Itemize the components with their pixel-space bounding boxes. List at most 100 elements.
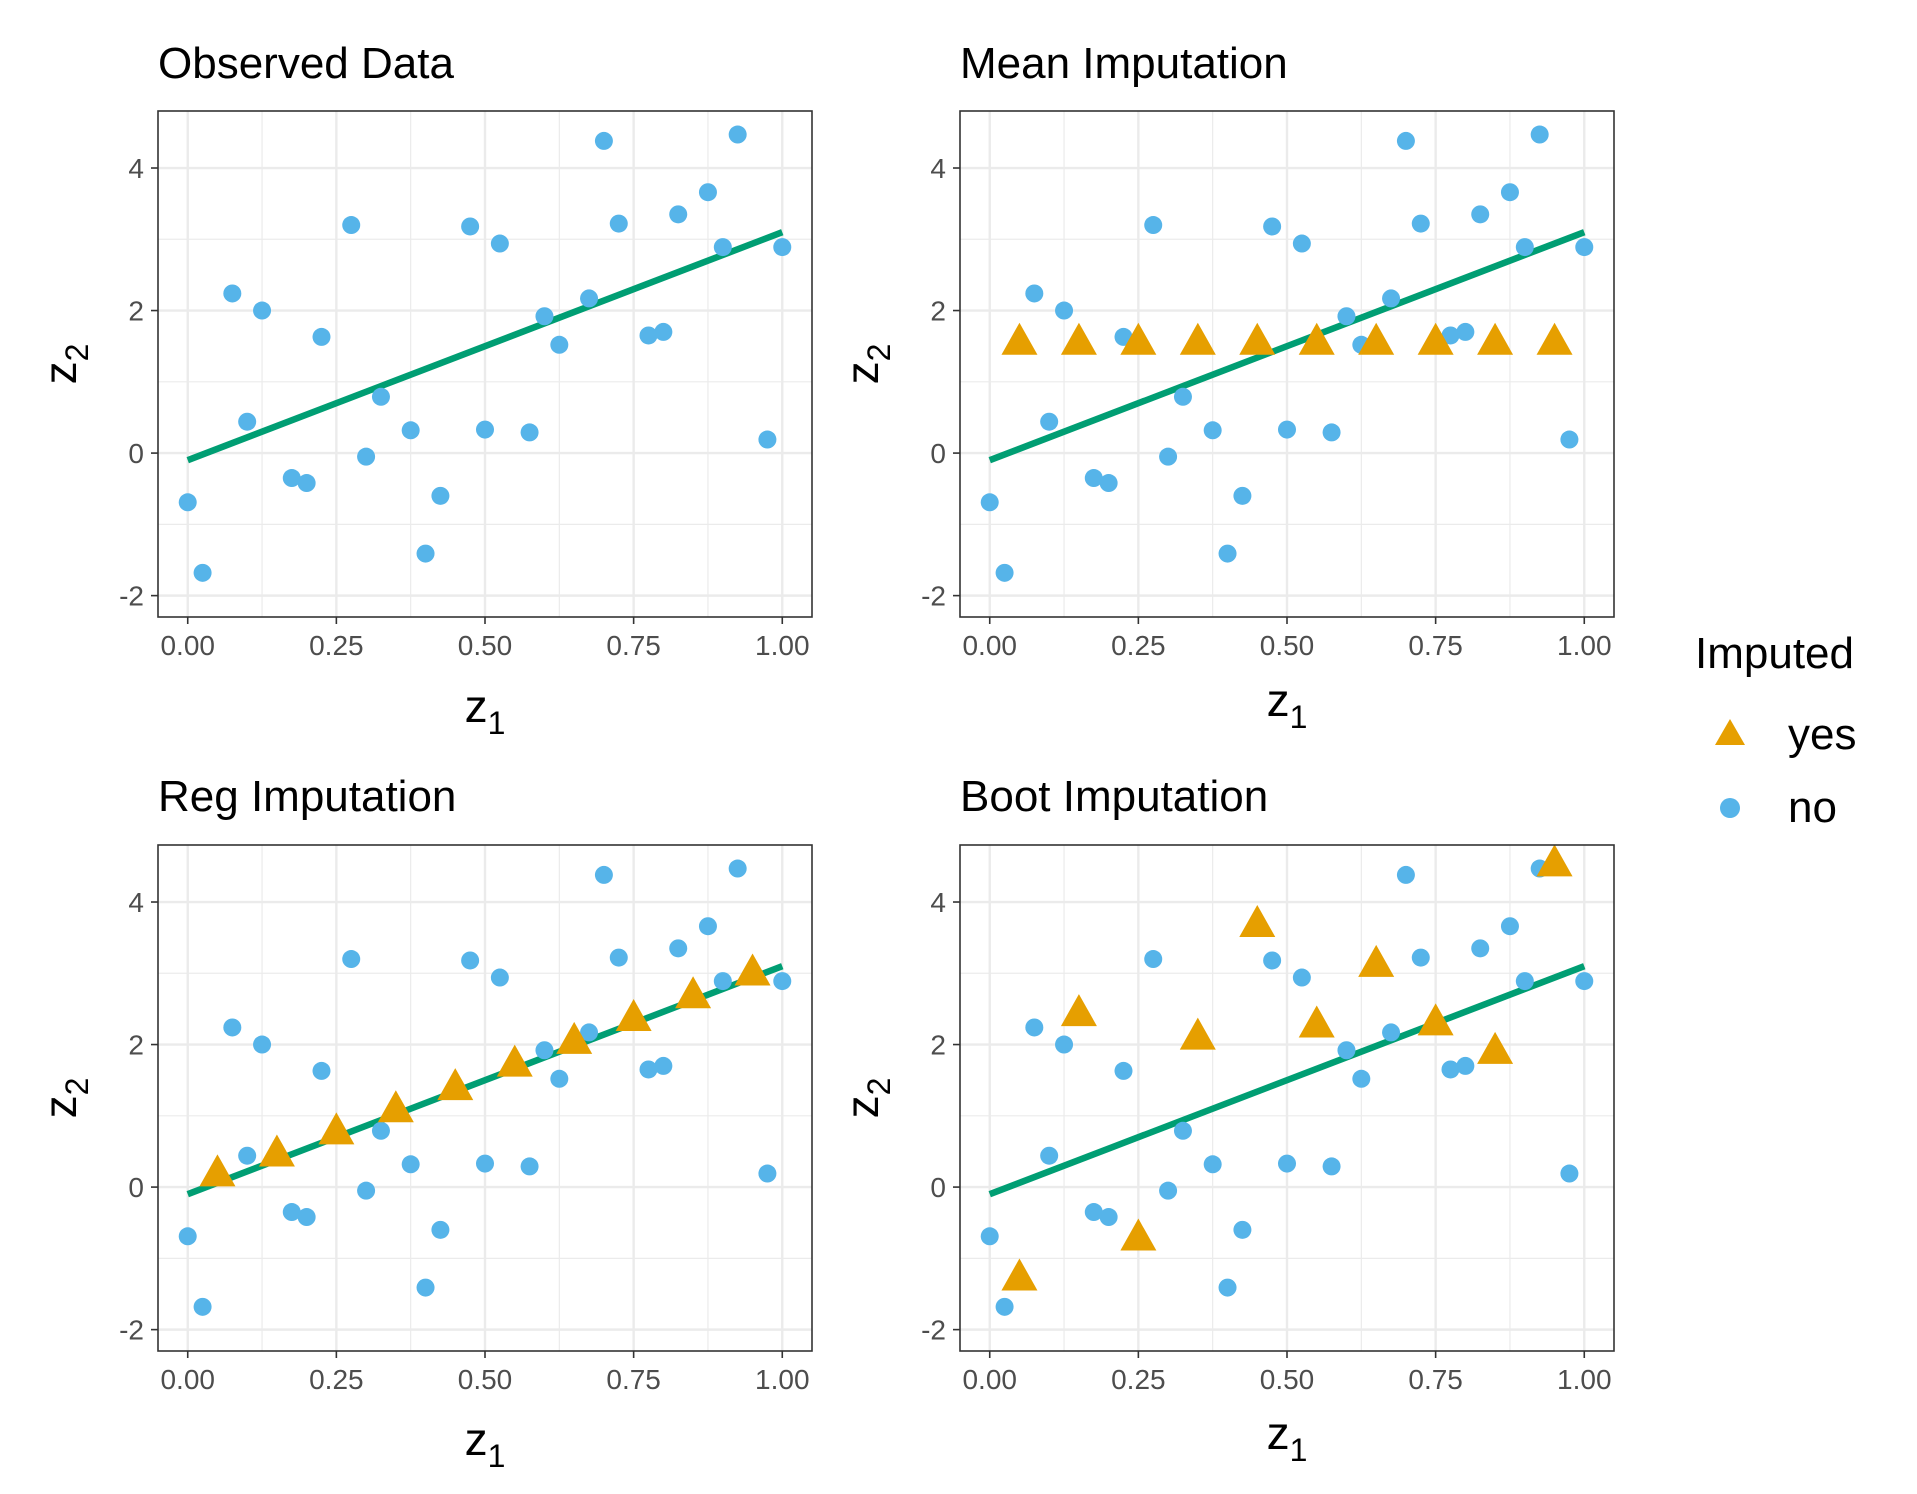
series-yes — [1001, 844, 1573, 1291]
data-point-observed — [1352, 1069, 1371, 1088]
data-point-observed — [1411, 948, 1430, 967]
data-point-observed — [594, 131, 613, 150]
y-tick-label: -2 — [119, 581, 144, 612]
legend-circle-icon — [1720, 798, 1740, 818]
data-point-observed — [490, 234, 509, 253]
data-point-observed — [1396, 865, 1415, 884]
data-point-observed — [1515, 972, 1534, 991]
data-point-observed — [371, 1121, 390, 1140]
data-point-observed — [253, 301, 272, 320]
data-point-observed — [416, 1278, 435, 1297]
grid — [158, 111, 812, 617]
x-axis-label: z1 — [465, 1413, 506, 1474]
data-point-observed — [773, 238, 792, 257]
fit-line — [988, 963, 1586, 1198]
x-tick-label: 1.00 — [1557, 630, 1612, 661]
panel-title: Observed Data — [158, 39, 454, 88]
y-tick-label: 4 — [128, 153, 144, 184]
data-point-observed — [535, 307, 554, 326]
data-point-observed — [698, 917, 717, 936]
legend-item-no: no — [1720, 783, 1837, 832]
x-tick-label: 0.00 — [962, 1364, 1017, 1395]
y-tick-label: 0 — [930, 1172, 946, 1203]
series-yes — [199, 953, 771, 1187]
data-point-observed — [1278, 420, 1296, 439]
x-axis-label: z1 — [465, 680, 506, 741]
y-tick-label: 4 — [930, 153, 946, 184]
data-point-imputed — [1179, 1017, 1216, 1050]
panel-2: 0.00 0.25 0.50 0.75 1.00 -2 0 2 4 Mean Imputation… — [836, 39, 1615, 735]
data-point-observed — [1500, 183, 1519, 202]
panel-1: 0.00 0.25 0.50 0.75 1.00 -2 0 2 4 Observed Data z1… — [34, 39, 813, 741]
data-point-observed — [609, 214, 628, 233]
x-tick-label: 0.00 — [962, 630, 1017, 661]
data-point-observed — [476, 420, 494, 439]
data-point-observed — [193, 1297, 212, 1316]
x-axis-label: z1 — [1267, 674, 1308, 735]
data-point-observed — [639, 1060, 658, 1079]
data-point-observed — [1322, 423, 1341, 442]
fit-line — [186, 229, 784, 464]
data-point-observed — [550, 335, 569, 354]
data-point-imputed — [1358, 944, 1395, 977]
data-point-observed — [1337, 1041, 1356, 1060]
data-point-imputed — [377, 1090, 414, 1123]
data-point-observed — [773, 972, 792, 991]
data-point-observed — [550, 1069, 569, 1088]
x-tick-label: 0.75 — [606, 630, 661, 661]
legend-item-yes: yes — [1715, 710, 1856, 759]
data-point-observed — [297, 1208, 316, 1227]
data-point-observed — [1203, 1155, 1222, 1174]
data-point-observed — [1099, 1208, 1118, 1227]
series-no — [178, 859, 792, 1316]
x-tick-label: 0.50 — [458, 630, 513, 661]
data-point-observed — [713, 972, 732, 991]
data-point-observed — [1263, 217, 1282, 236]
data-point-observed — [698, 183, 717, 202]
y-tick-label: -2 — [119, 1315, 144, 1346]
data-point-observed — [371, 387, 390, 406]
data-point-observed — [1218, 544, 1237, 563]
data-point-observed — [178, 1227, 197, 1246]
y-tick-label: 2 — [930, 1030, 946, 1061]
data-point-observed — [1144, 950, 1163, 969]
data-point-observed — [1099, 474, 1118, 493]
data-point-observed — [1515, 238, 1534, 257]
data-point-observed — [193, 563, 212, 582]
data-point-imputed — [1120, 322, 1157, 355]
grid — [960, 111, 1614, 617]
data-point-imputed — [1417, 1003, 1454, 1036]
data-point-imputed — [258, 1134, 295, 1167]
data-point-imputed — [437, 1068, 474, 1101]
y-tick-label: 2 — [930, 296, 946, 327]
data-point-observed — [1203, 421, 1222, 440]
x-tick-label: 0.75 — [606, 1364, 661, 1395]
data-point-observed — [535, 1041, 554, 1060]
y-tick-label: 2 — [128, 296, 144, 327]
data-point-observed — [520, 1157, 539, 1176]
data-point-observed — [1396, 131, 1415, 150]
data-point-observed — [654, 322, 673, 341]
data-point-observed — [520, 423, 539, 442]
data-point-observed — [1025, 284, 1044, 303]
series-no — [980, 859, 1594, 1316]
data-point-observed — [1218, 1278, 1237, 1297]
y-tick-label: 0 — [930, 438, 946, 469]
data-point-observed — [1530, 125, 1549, 144]
data-point-observed — [223, 284, 242, 303]
data-point-imputed — [318, 1112, 355, 1145]
data-point-observed — [1144, 216, 1163, 235]
data-point-observed — [728, 125, 747, 144]
data-point-observed — [1382, 289, 1401, 308]
data-point-observed — [713, 238, 732, 257]
data-point-imputed — [1001, 322, 1038, 355]
x-tick-label: 0.25 — [309, 1364, 364, 1395]
data-point-observed — [1114, 1061, 1133, 1080]
data-point-observed — [238, 412, 257, 431]
data-point-observed — [431, 1220, 450, 1239]
data-point-observed — [238, 1146, 257, 1165]
y-axis-label: z2 — [34, 344, 95, 385]
data-point-observed — [1560, 430, 1579, 449]
data-point-observed — [1575, 972, 1594, 991]
